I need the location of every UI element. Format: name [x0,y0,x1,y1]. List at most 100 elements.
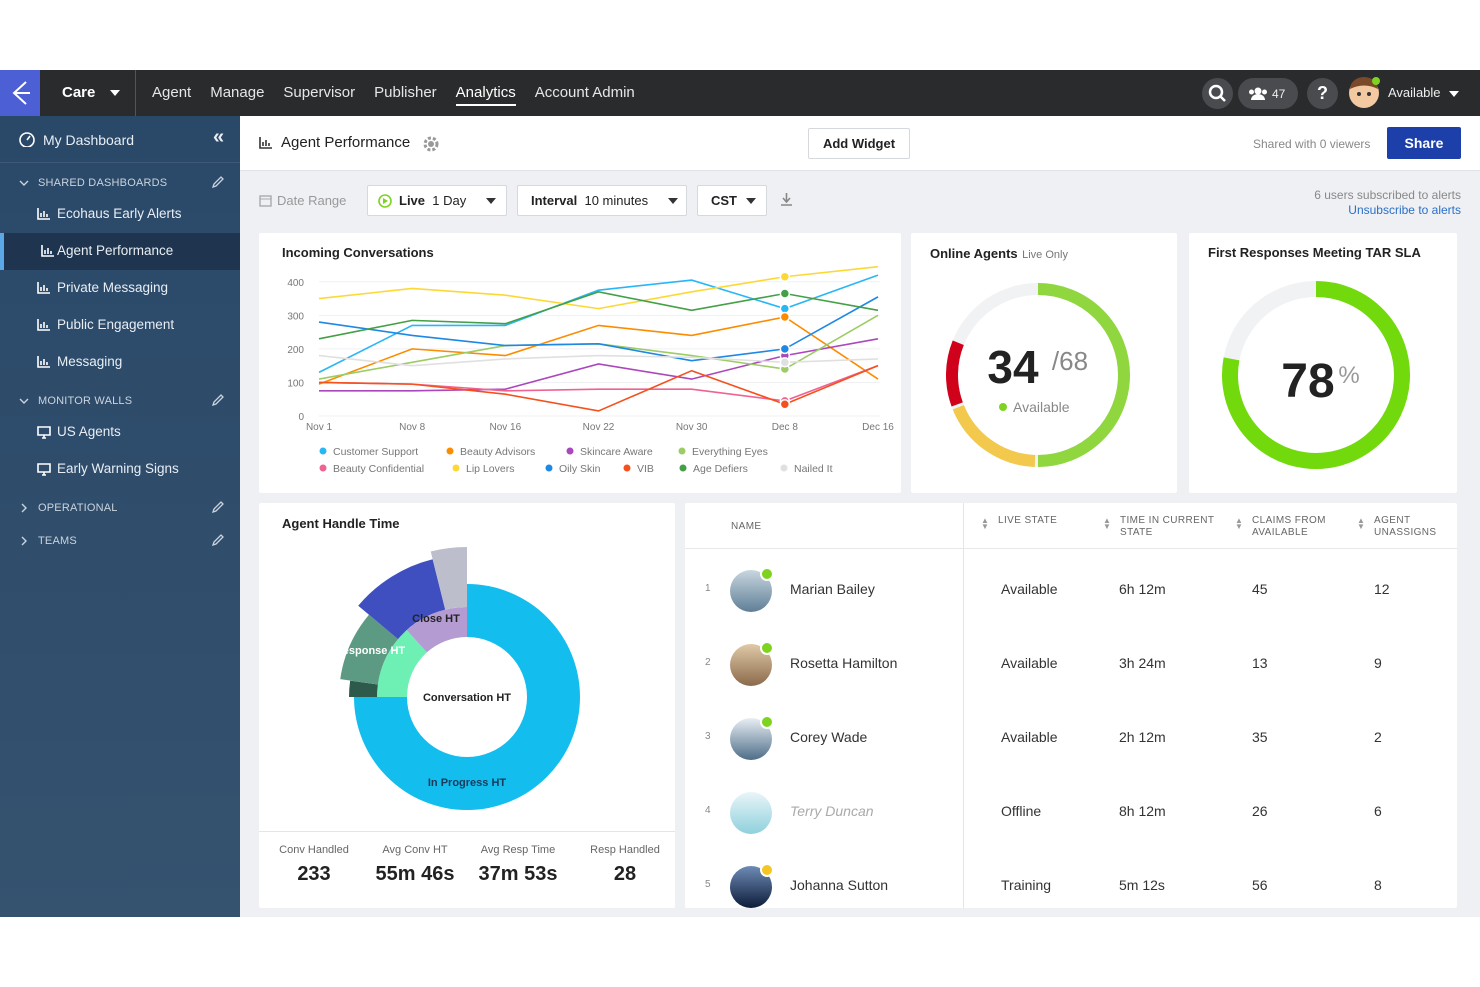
gauge-total: /68 [1052,346,1088,376]
logo[interactable] [0,70,40,116]
online-gauge: 34/68 Available [946,283,1130,467]
legend-label: Everything Eyes [692,446,768,458]
agent-name[interactable]: Corey Wade [790,729,868,745]
product-menu[interactable]: Care [62,84,96,101]
user-avatar[interactable] [1347,76,1383,110]
section-title: MONITOR WALLS [38,395,133,407]
nav-item[interactable]: Analytics [455,84,516,106]
download-icon[interactable] [780,193,793,207]
shared-note: Shared with 0 viewers [1253,137,1371,151]
handle-title: Agent Handle Time [282,516,400,531]
agent-name[interactable]: Johanna Sutton [790,877,889,893]
x-tick-label: Dec 16 [862,422,894,433]
legend-label: Age Defiers [693,463,748,475]
hover-dot [779,343,791,355]
legend-label: Oily Skin [559,463,601,475]
caret [1449,91,1459,97]
people-icon [1249,87,1267,100]
table-row[interactable]: 5 Johanna Sutton Training 5m 12s 56 8 [685,847,1457,908]
agent-name[interactable]: Terry Duncan [790,803,874,819]
column-header[interactable]: AGENT UNASSIGNS [1374,515,1437,538]
y-tick-label: 0 [298,412,304,423]
segment-label: Close HT [412,613,460,625]
column-header[interactable]: CLAIMS FROM AVAILABLE [1252,515,1326,538]
series-line [318,316,879,385]
x-tick-label: Nov 30 [676,422,708,433]
table-row[interactable]: 3 Corey Wade Available 2h 12m 35 2 [685,699,1457,773]
y-tick-label: 300 [287,311,304,322]
y-tick-label: 100 [287,378,304,389]
chart-icon [37,319,50,331]
sidebar-item[interactable]: Private Messaging [0,270,240,307]
cell: 5m 12s [1119,877,1165,893]
avatar-image [730,718,772,760]
nav-item[interactable]: Publisher [374,84,437,101]
column-header[interactable]: TIME IN CURRENT STATE [1120,515,1215,538]
gauge-value [1222,281,1410,469]
icon-path [41,245,54,257]
stat-value: 28 [613,863,637,885]
line-title: Incoming Conversations [282,245,434,260]
collapse-button[interactable]: « [213,126,225,148]
nav-item[interactable]: Manage [210,84,265,101]
agent-name[interactable]: Rosetta Hamilton [790,655,898,671]
column-header[interactable]: NAME [731,521,762,532]
cell: 5 [705,879,711,890]
edit-path [211,534,224,547]
search-button[interactable] [1202,78,1233,109]
table-row[interactable]: 4 Terry Duncan Offline 8h 12m 26 6 [685,773,1457,847]
legend-swatch [678,447,686,455]
sidebar-section[interactable]: MONITOR WALLS [0,381,240,414]
avatar [730,715,774,760]
unsubscribe-link[interactable]: Unsubscribe to alerts [1348,203,1461,217]
table-row[interactable]: 1 Marian Bailey Available 6h 12m 45 12 [685,551,1457,625]
sidebar-section[interactable]: OPERATIONAL [0,488,240,521]
sidebar-item[interactable]: Public Engagement [0,307,240,344]
dashboard-icon [19,132,35,147]
agent-name[interactable]: Marian Bailey [790,581,875,597]
calendar-icon [259,195,272,207]
user-status[interactable]: Available [1388,85,1441,100]
sidebar-item[interactable]: Messaging [0,344,240,381]
share-button[interactable]: Share [1387,127,1461,159]
add-widget-button[interactable]: Add Widget [808,128,910,159]
settings-icon[interactable] [423,136,439,152]
cell: Available [1001,729,1058,745]
my-dashboard[interactable]: My Dashboard « [0,116,240,163]
monitor-icon [37,463,51,476]
sort-icon: ▲ ▼ [981,516,989,531]
segment [377,630,427,697]
sidebar-section[interactable]: TEAMS [0,521,240,554]
hover-dot [779,399,791,410]
segment [340,614,399,685]
gauge-status: Available [1013,399,1070,415]
sidebar-section[interactable]: SHARED DASHBOARDS [0,163,240,196]
nav-item[interactable]: Account Admin [534,84,635,101]
chevron-path [21,503,27,513]
legend-swatch [623,464,631,472]
sidebar-item[interactable]: Agent Performance [0,233,240,270]
interval-select[interactable]: Interval 10 minutes [517,185,687,216]
nav-items: Agent Manage Supervisor Publisher Analytics A… [152,84,635,106]
avatar-image [730,792,772,834]
nav-item[interactable]: Supervisor [283,84,356,101]
table-header [685,503,1457,549]
icon-path [37,426,51,439]
avatar [730,641,774,686]
timezone-select[interactable]: CST [697,185,767,216]
stat-value: 233 [297,863,331,885]
sidebar-item[interactable]: Early Warning Signs [0,451,240,488]
series-line [318,296,879,362]
help-button[interactable]: ? [1307,78,1338,109]
table-row[interactable]: 2 Rosetta Hamilton Available 3h 24m 13 9 [685,625,1457,699]
column-header[interactable]: LIVE STATE [998,515,1058,526]
presence-dot [760,641,774,655]
sidebar-item[interactable]: US Agents [0,414,240,451]
nav-item[interactable]: Agent [152,84,192,101]
team-pill[interactable]: 47 [1238,78,1298,109]
stat-value: 37m 53s [478,863,558,885]
live-select[interactable]: Live 1 Day [367,185,507,216]
legend-swatch [319,464,327,472]
sidebar-item[interactable]: Ecohaus Early Alerts [0,196,240,233]
sort-icon: ▲ ▼ [1103,516,1111,531]
